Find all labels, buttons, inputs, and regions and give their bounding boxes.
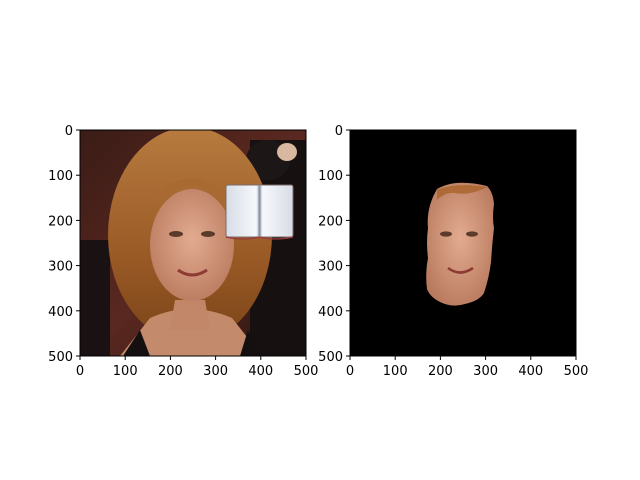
- right-y-tick-label: 0: [335, 124, 343, 139]
- right-y-tick-label: 300: [318, 260, 343, 275]
- left-axes-frame: [79, 129, 307, 357]
- right-x-tick-label: 300: [473, 364, 498, 379]
- left-y-tick-label: 300: [48, 260, 73, 275]
- open-book-occluder: [225, 184, 294, 240]
- left-x-tick-label: 100: [113, 364, 138, 379]
- mask-image: [350, 130, 576, 356]
- right-x-tick-label: 100: [383, 364, 408, 379]
- face-segment: [426, 182, 494, 306]
- right-x-tick-label: 0: [346, 364, 354, 379]
- left-y-tick-label: 0: [65, 124, 73, 139]
- right-y-tick-label: 100: [318, 169, 343, 184]
- right-x-tick-label: 200: [428, 364, 453, 379]
- left-y-tick-label: 400: [48, 305, 73, 320]
- left-y-tick-label: 100: [48, 169, 73, 184]
- left-x-tick-label: 400: [248, 364, 273, 379]
- right-x-tick-label: 400: [518, 364, 543, 379]
- portrait-image: [80, 130, 306, 356]
- right-y-tick-label: 400: [318, 305, 343, 320]
- left-x-tick-label: 300: [203, 364, 228, 379]
- right-x-tick-label: 500: [564, 364, 589, 379]
- left-x-tick-label: 0: [76, 364, 84, 379]
- left-y-tick-label: 200: [48, 214, 73, 229]
- left-x-tick-label: 200: [158, 364, 183, 379]
- right-y-tick-label: 500: [318, 350, 343, 365]
- left-y-tick-label: 500: [48, 350, 73, 365]
- right-y-tick-label: 200: [318, 214, 343, 229]
- left-x-tick-label: 500: [294, 364, 319, 379]
- right-axes-frame: [349, 129, 577, 357]
